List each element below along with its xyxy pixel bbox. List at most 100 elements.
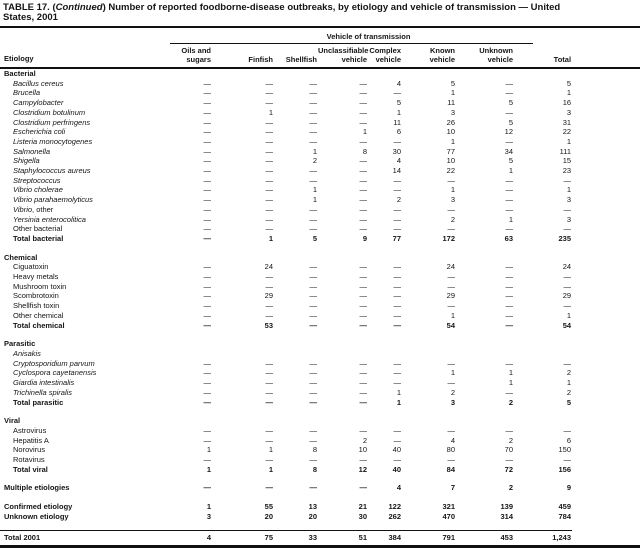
value-cell bbox=[318, 253, 368, 263]
value-cell bbox=[212, 68, 274, 79]
value-cell bbox=[368, 253, 402, 263]
value-cell: — bbox=[393, 272, 402, 282]
row-spacer-cell bbox=[572, 262, 640, 272]
value-cell: — bbox=[265, 204, 274, 214]
etiology-cell: Brucella bbox=[13, 88, 41, 98]
value-cell: — bbox=[309, 98, 318, 108]
section-gap-row bbox=[0, 474, 640, 483]
etiology-cell: Listeria monocytogenes bbox=[13, 136, 93, 146]
value-cell: 63 bbox=[504, 233, 513, 243]
etiology-cell: Chemical bbox=[4, 252, 38, 262]
value-cell: 51 bbox=[318, 530, 368, 543]
value-cell: — bbox=[265, 435, 274, 445]
value-cell: — bbox=[359, 301, 368, 311]
table-row: Shellfish toxin — — — — — — — — bbox=[0, 301, 640, 311]
value-cell: 1 bbox=[566, 378, 572, 388]
section-header-row: Parasitic bbox=[0, 339, 640, 349]
value-cell: 5 bbox=[450, 78, 455, 88]
table-body: Bacterial Bacillus cereus — — — —4 5—5 Brucella… bbox=[0, 68, 640, 543]
value-cell: 4 bbox=[150, 530, 212, 543]
gap-cell bbox=[0, 330, 640, 339]
value-cell: — bbox=[203, 98, 212, 108]
section-total-row: Total viral 1 1 8 12 40 84 72 156 bbox=[0, 465, 640, 475]
value-cell: — bbox=[309, 224, 318, 234]
value-cell: — bbox=[359, 156, 368, 166]
value-cell: — bbox=[359, 455, 368, 465]
value-cell: — bbox=[505, 387, 514, 397]
value-cell: — bbox=[265, 358, 274, 368]
value-cell: 111 bbox=[559, 146, 572, 156]
value-cell: 384 bbox=[368, 530, 402, 543]
value-cell: — bbox=[359, 397, 368, 407]
value-cell: — bbox=[265, 195, 274, 205]
value-cell: — bbox=[563, 281, 572, 291]
section-total-row: Total parasitic — — — — 1 3 2 5 bbox=[0, 398, 640, 408]
value-cell: — bbox=[393, 368, 402, 378]
col-header-etiology: Etiology bbox=[0, 44, 150, 69]
value-cell: — bbox=[359, 358, 368, 368]
value-cell: 20 bbox=[264, 511, 273, 521]
row-spacer-cell bbox=[572, 176, 640, 186]
value-cell: — bbox=[359, 117, 368, 127]
value-cell: — bbox=[393, 435, 402, 445]
value-cell: — bbox=[359, 204, 368, 214]
table-row: Campylobacter — — — — 5 11 5 16 bbox=[0, 98, 640, 108]
value-cell: — bbox=[309, 368, 318, 378]
table-row: Other bacterial — — — — — — — — bbox=[0, 224, 640, 234]
row-spacer-cell bbox=[572, 137, 640, 147]
value-cell: — bbox=[359, 425, 368, 435]
value-cell: 1 bbox=[566, 88, 572, 98]
value-cell: 3 bbox=[566, 195, 572, 205]
value-cell: — bbox=[447, 175, 456, 185]
row-spacer-cell bbox=[572, 359, 640, 369]
value-cell: — bbox=[309, 387, 318, 397]
section-gap-row bbox=[0, 522, 640, 531]
value-cell: 11 bbox=[447, 98, 455, 108]
etiology-cell: Clostridium botulinum bbox=[13, 107, 86, 117]
value-cell: — bbox=[203, 233, 212, 243]
value-cell: 5 bbox=[508, 156, 513, 166]
value-cell: 791 bbox=[402, 530, 456, 543]
value-cell: — bbox=[563, 358, 572, 368]
value-cell: — bbox=[505, 88, 514, 98]
value-cell: 2 bbox=[508, 397, 513, 407]
value-cell: — bbox=[359, 291, 368, 301]
value-cell: 1 bbox=[268, 464, 273, 474]
value-cell: — bbox=[359, 320, 368, 330]
value-cell: 4 bbox=[450, 435, 455, 445]
value-cell: — bbox=[203, 88, 212, 98]
footer-row: Multiple etiologies — — — — 4 7 2 9 bbox=[0, 483, 640, 493]
value-cell: 1 bbox=[566, 136, 572, 146]
value-cell bbox=[212, 339, 274, 349]
section-header-row: Bacterial bbox=[0, 68, 640, 79]
value-cell: 1 bbox=[396, 107, 401, 117]
value-cell: — bbox=[309, 358, 318, 368]
gap-cell bbox=[0, 407, 640, 416]
value-cell: — bbox=[393, 310, 402, 320]
value-cell: 1 bbox=[268, 445, 273, 455]
value-cell: — bbox=[265, 483, 274, 493]
value-cell bbox=[514, 253, 572, 263]
value-cell: — bbox=[359, 185, 368, 195]
value-cell bbox=[318, 68, 368, 79]
value-cell: — bbox=[309, 214, 318, 224]
value-cell: — bbox=[203, 425, 212, 435]
value-cell: — bbox=[265, 281, 274, 291]
value-cell: — bbox=[203, 397, 212, 407]
value-cell: 1 bbox=[396, 387, 401, 397]
value-cell: — bbox=[447, 224, 456, 234]
value-cell: 784 bbox=[558, 511, 572, 521]
value-cell: — bbox=[309, 262, 318, 272]
value-cell: 75 bbox=[212, 530, 274, 543]
title-continued-label: Continued bbox=[55, 2, 103, 13]
spanner-left-spacer bbox=[0, 28, 150, 44]
row-spacer-cell bbox=[572, 98, 640, 108]
value-cell: — bbox=[203, 378, 212, 388]
value-cell: — bbox=[309, 117, 318, 127]
value-cell: 139 bbox=[500, 502, 513, 512]
etiology-cell: Giardia intestinalis bbox=[13, 378, 75, 388]
value-cell: 1 bbox=[312, 185, 317, 195]
etiology-cell: Total chemical bbox=[13, 320, 65, 330]
value-cell: — bbox=[309, 378, 318, 388]
